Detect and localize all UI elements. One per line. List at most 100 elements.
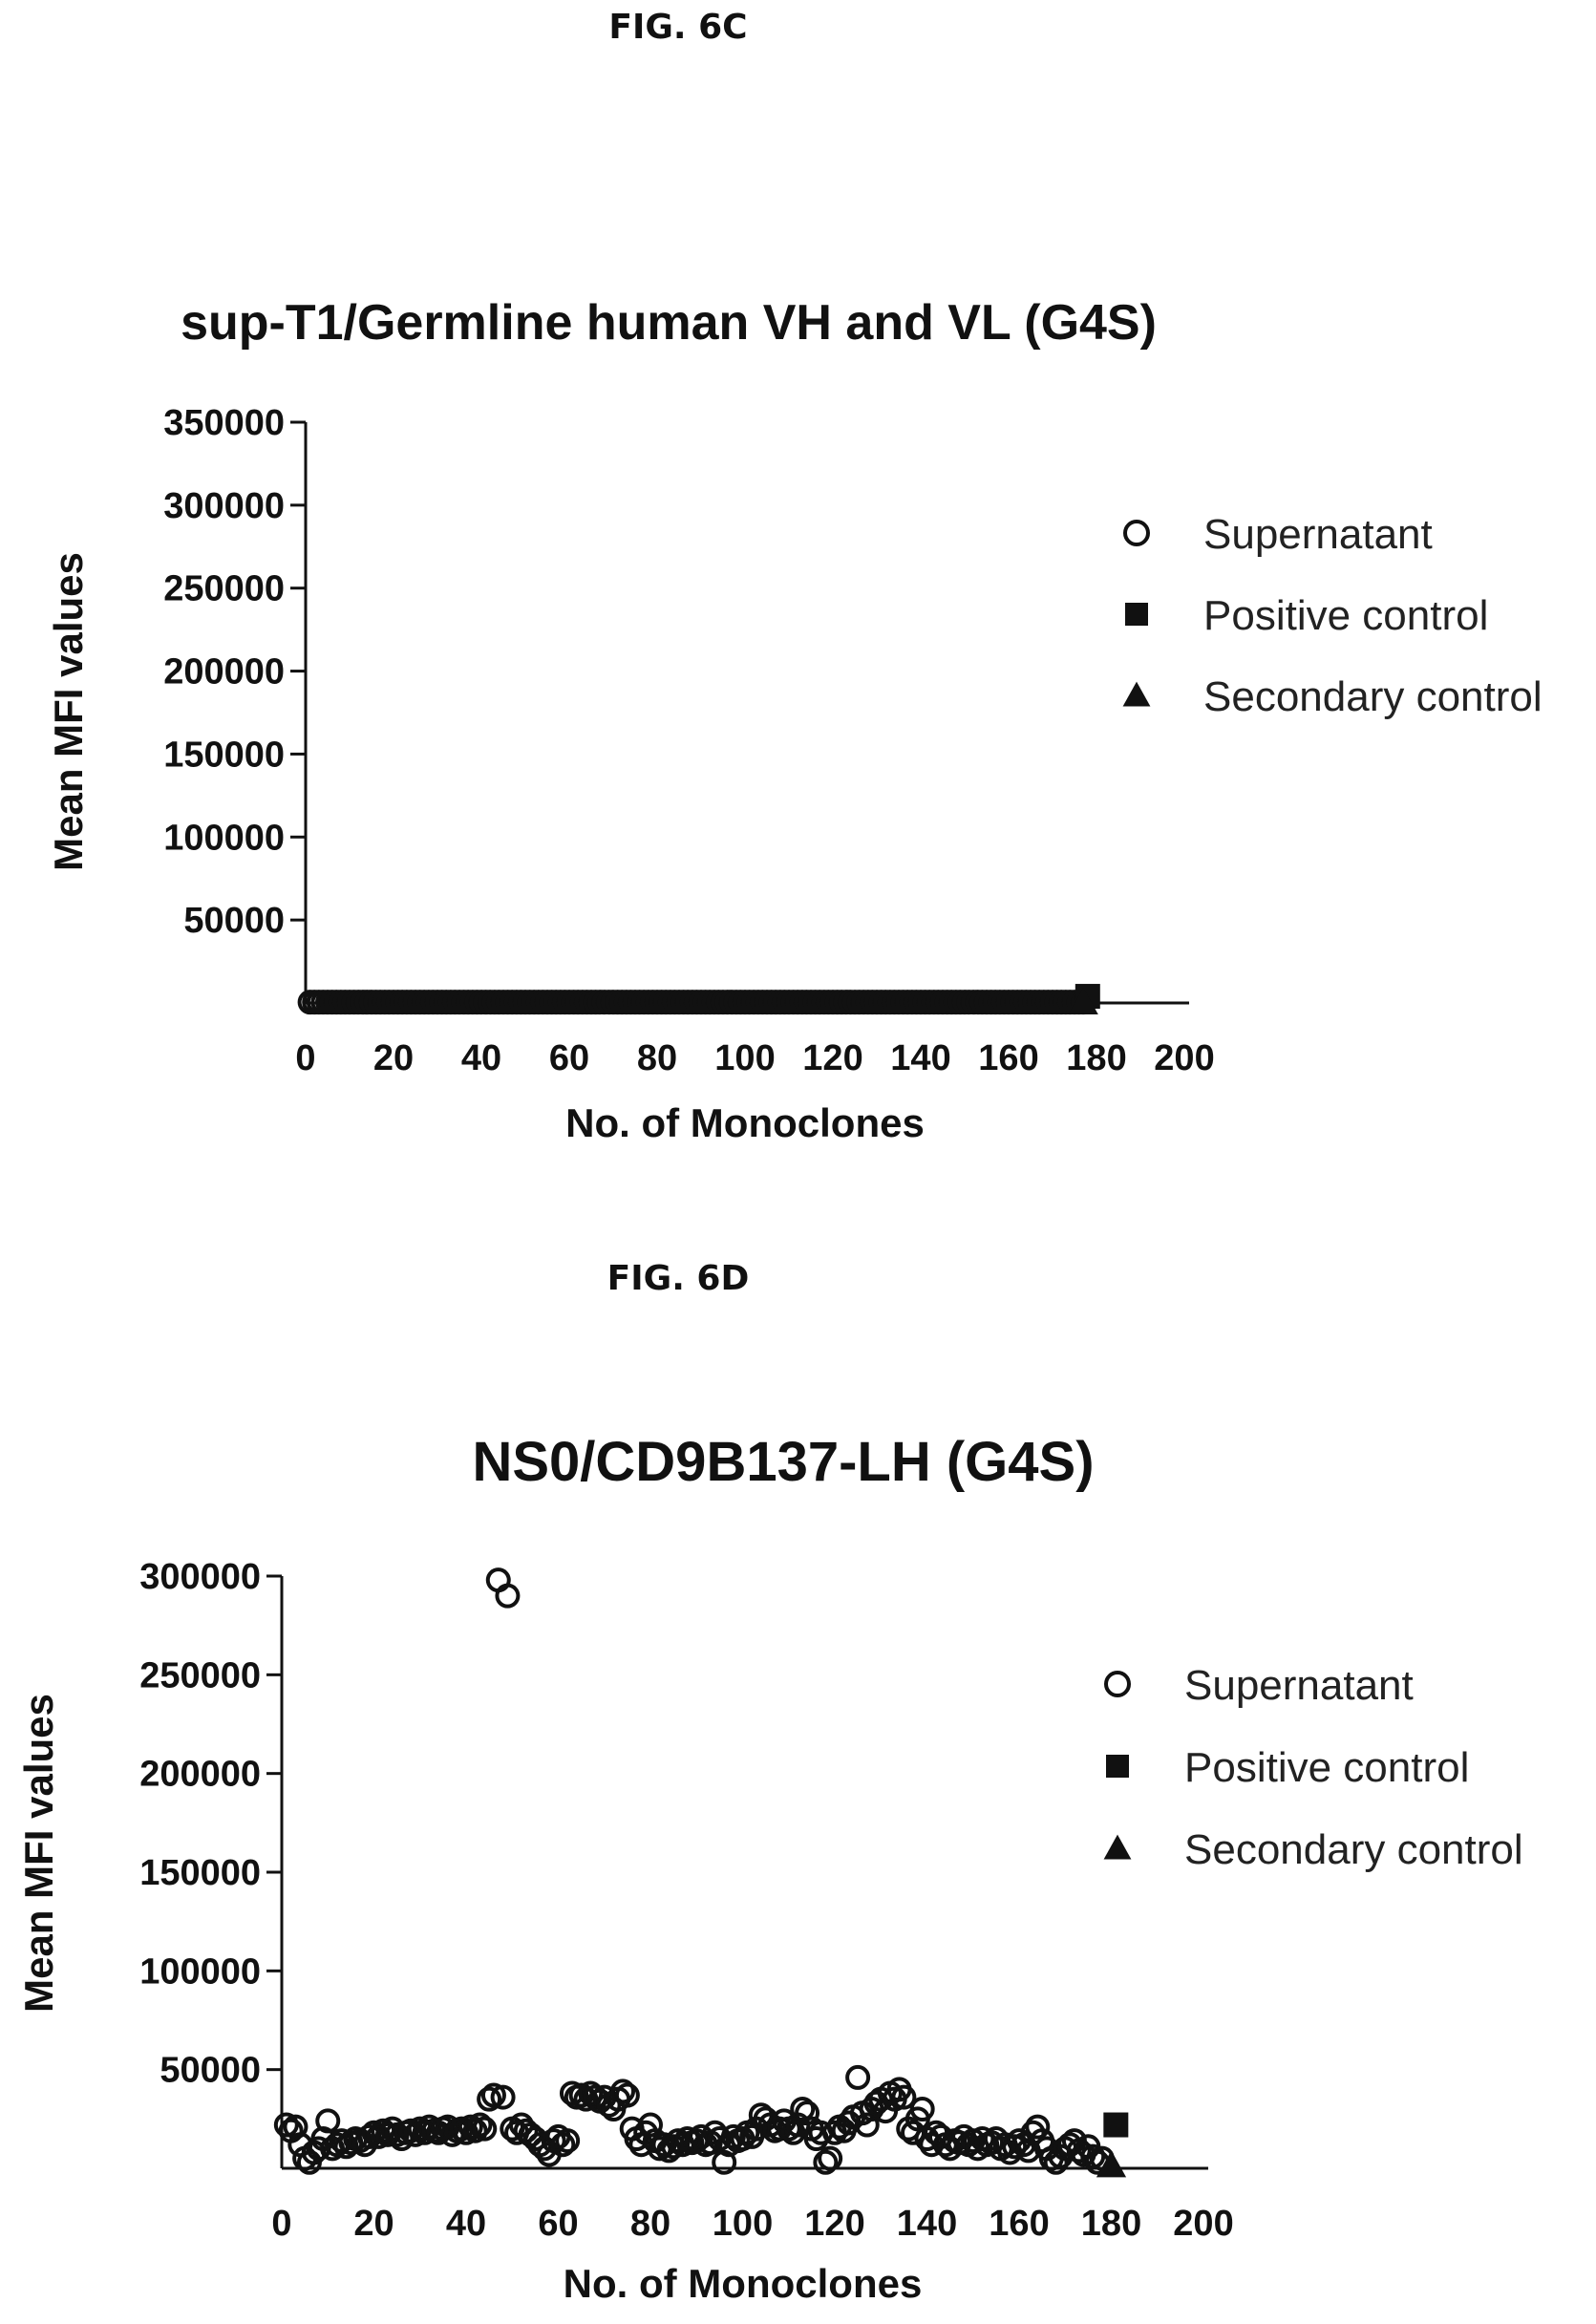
- y-tick-label: 350000: [163, 403, 285, 443]
- x-tick-label: 140: [897, 2204, 957, 2244]
- x-tick-label: 40: [461, 1038, 501, 1078]
- data-point: [495, 1583, 521, 1609]
- legend-label: Positive control: [1203, 592, 1488, 639]
- data-point: [356, 2123, 382, 2149]
- data-point: [1096, 2150, 1127, 2178]
- data-point: [1002, 2134, 1028, 2160]
- series-supernatant: [273, 1567, 1115, 2175]
- x-tick-label: 0: [271, 2204, 291, 2244]
- x-tick-label: 60: [538, 2204, 578, 2244]
- data-point: [555, 2128, 581, 2154]
- legend-label: Supernatant: [1184, 1662, 1414, 1709]
- data-point: [614, 2082, 640, 2108]
- data-point: [712, 2149, 737, 2175]
- data-point: [720, 2123, 746, 2149]
- y-tick-label: 150000: [139, 1853, 261, 1893]
- y-tick-label: 100000: [163, 818, 285, 858]
- x-tick-label: 120: [802, 1038, 862, 1078]
- data-point: [583, 2084, 608, 2110]
- figure-label-6c: FIG. 6C: [608, 8, 748, 47]
- data-point: [467, 2112, 493, 2138]
- data-point: [329, 2128, 354, 2154]
- x-tick-label: 180: [1066, 1038, 1126, 1078]
- data-point: [790, 2097, 816, 2121]
- x-tick-label: 0: [295, 1038, 315, 1078]
- y-tick-label: 300000: [139, 1557, 261, 1597]
- data-point: [273, 2112, 299, 2138]
- data-point: [480, 2082, 506, 2108]
- y-tick-label: 250000: [163, 569, 285, 609]
- data-point: [315, 2108, 341, 2134]
- legend-marker: [1104, 1671, 1131, 1697]
- data-point: [472, 2116, 498, 2142]
- data-point: [559, 2080, 585, 2106]
- x-tick-label: 160: [989, 2204, 1049, 2244]
- legend-label: Supernatant: [1203, 511, 1433, 558]
- data-point: [651, 2132, 677, 2158]
- data-point: [374, 2121, 400, 2147]
- data-point: [638, 2112, 663, 2138]
- data-point: [366, 2123, 392, 2149]
- data-point: [1080, 2143, 1106, 2169]
- data-point: [462, 2118, 488, 2143]
- y-axis-label: Mean MFI values: [16, 1694, 61, 2013]
- data-point: [1103, 2112, 1129, 2138]
- series-supernatant: [297, 990, 1096, 1015]
- data-point: [458, 2114, 483, 2140]
- data-point: [550, 2132, 576, 2158]
- legend-marker: [1103, 1834, 1132, 1860]
- data-point: [665, 2128, 691, 2154]
- legend-marker: [1106, 1755, 1129, 1778]
- y-tick-label: 200000: [139, 1755, 261, 1795]
- legend-marker: [1123, 520, 1150, 546]
- x-tick-label: 80: [630, 2204, 670, 2244]
- legend-marker: [1125, 603, 1148, 626]
- data-point: [845, 2064, 871, 2090]
- data-point: [901, 2120, 926, 2145]
- chart-6c: sup-T1/Germline human VH and VL (G4S) 500…: [46, 295, 1543, 1145]
- legend-label: Positive control: [1184, 1744, 1469, 1791]
- y-axis-label: Mean MFI values: [46, 552, 91, 871]
- data-point: [283, 2114, 309, 2140]
- y-tick-label: 200000: [163, 652, 285, 693]
- x-axis-label: No. of Monoclones: [565, 1100, 925, 1145]
- data-point: [813, 2149, 839, 2175]
- y-tick-label: 100000: [139, 1951, 261, 1992]
- figure-label-6d: FIG. 6D: [606, 1259, 750, 1298]
- series-secondary-control: [1096, 2150, 1127, 2178]
- y-tick-label: 50000: [160, 2051, 261, 2091]
- data-point: [1025, 2114, 1051, 2140]
- x-tick-label: 80: [637, 1038, 677, 1078]
- data-point: [854, 2112, 880, 2138]
- series-positive-control: [1103, 2112, 1129, 2138]
- x-tick-label: 200: [1173, 2204, 1233, 2244]
- data-point: [384, 2121, 410, 2147]
- chart-6d: NS0/CD9B137-LH (G4S)50000100000150000200…: [16, 1431, 1523, 2306]
- x-tick-label: 160: [978, 1038, 1038, 1078]
- chart-title: sup-T1/Germline human VH and VL (G4S): [181, 295, 1157, 351]
- data-point: [891, 2084, 917, 2110]
- data-point: [477, 2086, 502, 2112]
- chart-title: NS0/CD9B137-LH (G4S): [472, 1431, 1094, 1493]
- x-axis-label: No. of Monoclones: [564, 2261, 923, 2306]
- y-tick-label: 50000: [183, 901, 285, 941]
- y-tick-label: 300000: [163, 486, 285, 526]
- series-secondary-control: [1068, 987, 1098, 1014]
- x-tick-label: 60: [549, 1038, 589, 1078]
- x-tick-label: 100: [714, 1038, 775, 1078]
- y-tick-label: 150000: [163, 735, 285, 775]
- legend-label: Secondary control: [1203, 673, 1543, 720]
- data-point: [1068, 987, 1098, 1014]
- x-tick-label: 120: [804, 2204, 864, 2244]
- x-tick-label: 140: [890, 1038, 950, 1078]
- x-tick-label: 20: [373, 1038, 414, 1078]
- x-tick-label: 20: [353, 2204, 394, 2244]
- x-tick-label: 200: [1154, 1038, 1214, 1078]
- legend-label: Secondary control: [1184, 1826, 1523, 1873]
- x-tick-label: 180: [1081, 2204, 1141, 2244]
- data-point: [490, 2084, 516, 2110]
- x-tick-label: 40: [446, 2204, 486, 2244]
- data-point: [573, 2086, 599, 2112]
- data-point: [818, 2145, 843, 2171]
- x-tick-label: 100: [713, 2204, 773, 2244]
